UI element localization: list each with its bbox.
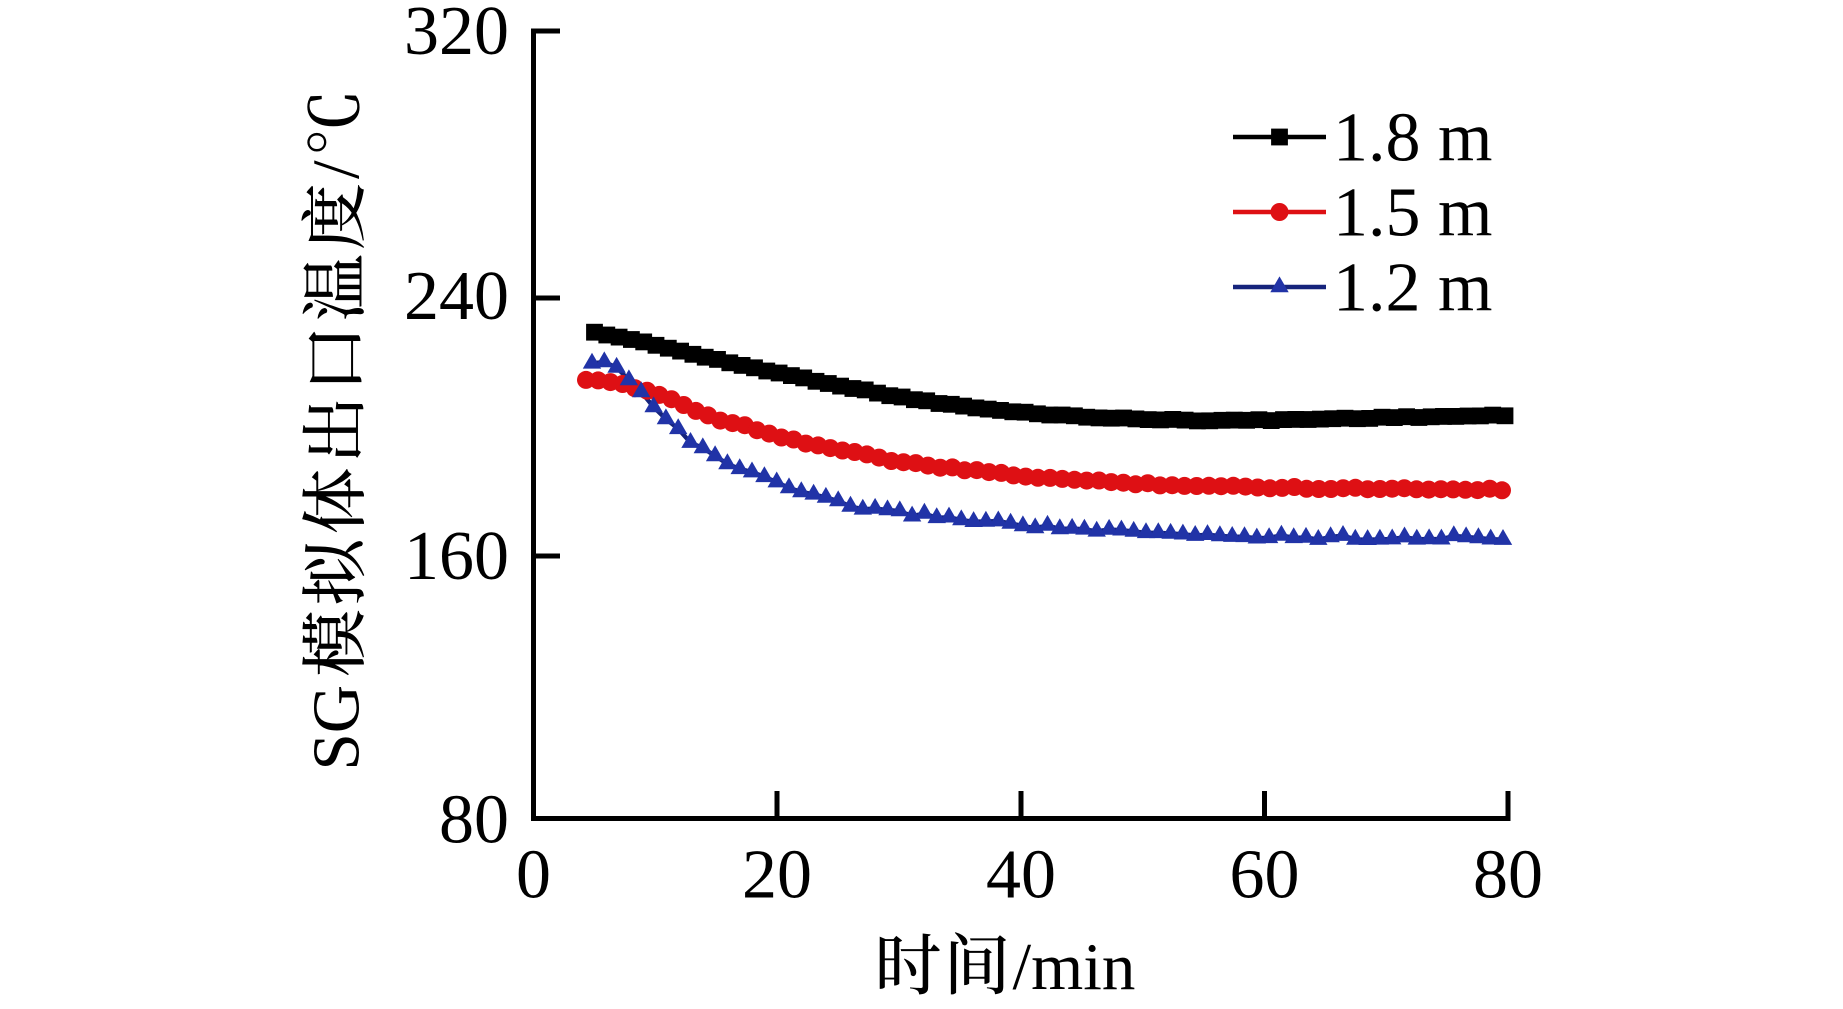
svg-text:320: 320 (404, 0, 509, 70)
svg-text:160: 160 (404, 518, 509, 595)
svg-text:0: 0 (516, 837, 551, 914)
svg-text:1.2 m: 1.2 m (1333, 250, 1492, 327)
svg-text:240: 240 (404, 258, 509, 335)
svg-text:SG: SG (300, 685, 374, 771)
svg-text:20: 20 (742, 837, 812, 914)
svg-text:1.5 m: 1.5 m (1333, 175, 1492, 252)
svg-text:40: 40 (986, 837, 1056, 914)
svg-text:1.8 m: 1.8 m (1333, 100, 1492, 177)
svg-text:80: 80 (1473, 837, 1543, 914)
svg-text:/: / (300, 160, 374, 179)
svg-text:80: 80 (439, 782, 509, 859)
svg-text:/min: /min (1013, 930, 1136, 1004)
svg-text:60: 60 (1230, 837, 1300, 914)
